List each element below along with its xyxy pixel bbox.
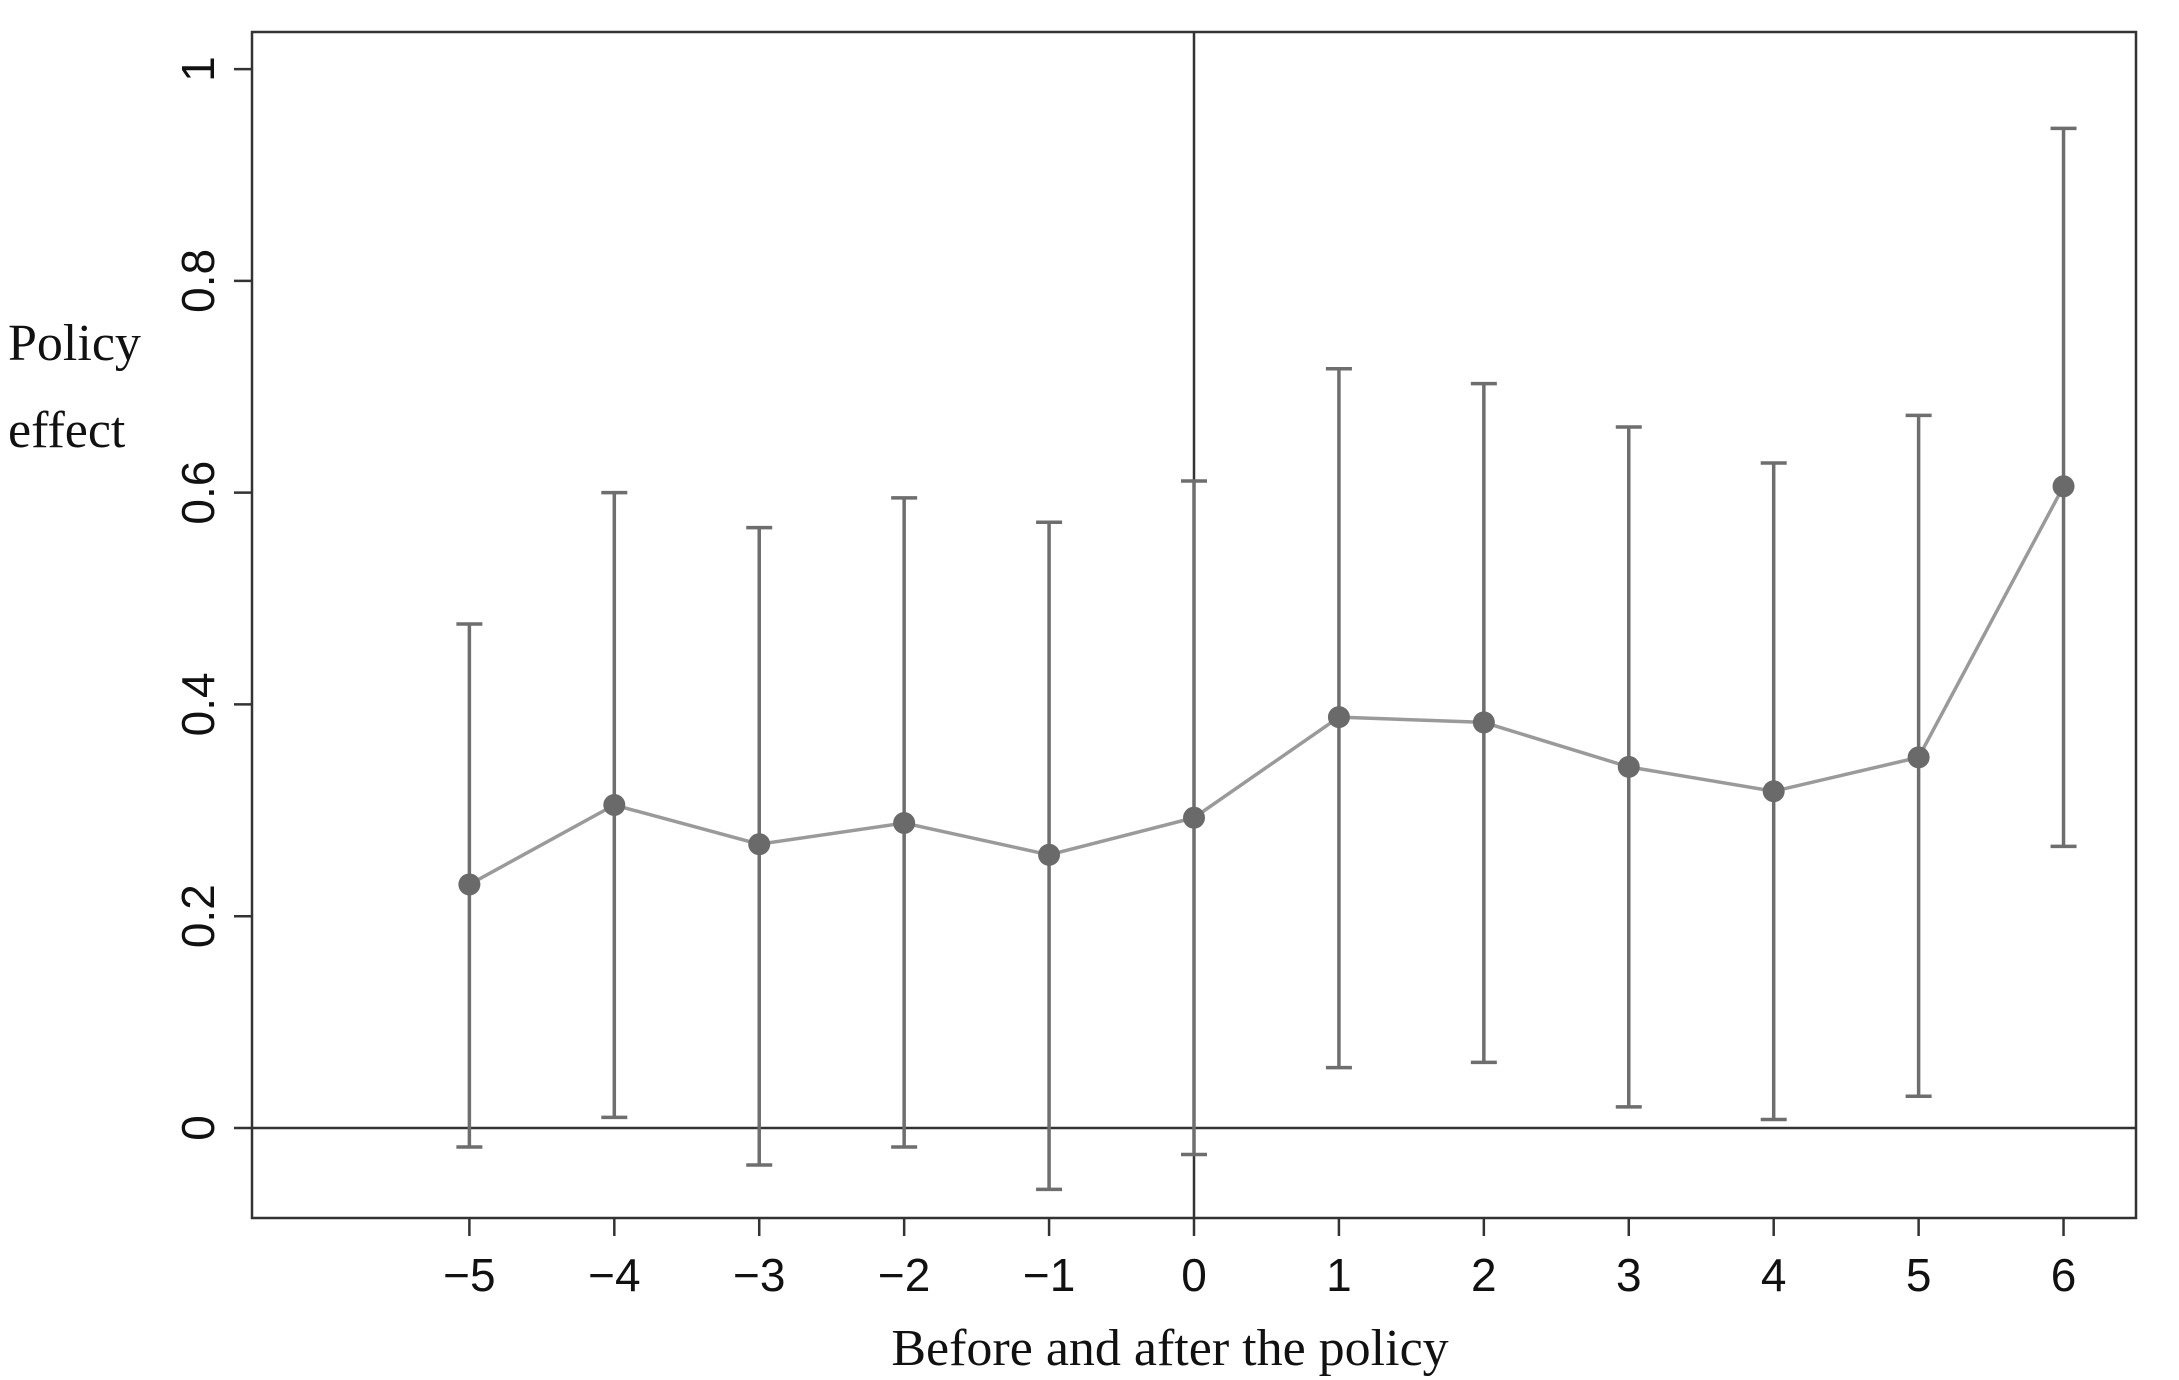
x-tick-label: −3 [733,1249,785,1301]
y-axis-title-line-1: Policy [8,315,141,372]
data-point [1327,706,1350,729]
data-point [2052,475,2075,498]
y-axis-ticks: 0 0.2 0.4 0.6 0.8 1 [172,56,252,1141]
data-point [893,812,916,835]
data-points [458,475,2075,896]
y-tick-label: 0.4 [172,672,224,736]
x-tick-label: 2 [1471,1249,1497,1301]
x-tick-label: 3 [1616,1249,1642,1301]
data-point [1762,780,1785,803]
data-point [458,873,481,896]
x-tick-label: −2 [878,1249,930,1301]
y-tick-label: 1 [172,56,224,82]
y-tick-label: 0.6 [172,461,224,525]
y-tick-label: 0 [172,1115,224,1141]
series-line [468,485,2066,886]
x-axis-title: Before and after the policy [891,1320,1448,1377]
x-tick-label: 0 [1181,1249,1207,1301]
x-tick-label: 5 [1906,1249,1932,1301]
x-tick-label: 4 [1761,1249,1787,1301]
data-point [1617,755,1640,778]
data-point [1038,843,1061,866]
data-point [603,794,626,817]
y-tick-label: 0.2 [172,884,224,948]
data-point [1907,746,1930,769]
data-point [748,833,771,856]
x-tick-label: −5 [443,1249,495,1301]
series-polyline [468,485,2066,886]
error-bars [456,126,2077,1192]
data-point [1472,711,1495,734]
x-tick-label: −4 [588,1249,640,1301]
x-tick-label: 1 [1326,1249,1352,1301]
x-tick-label: −1 [1023,1249,1075,1301]
y-tick-label: 0.8 [172,249,224,313]
data-point [1183,806,1205,829]
x-axis-ticks: −5 −4 −3 −2 −1 0 1 2 3 4 5 6 [443,1218,2076,1301]
x-tick-label: 6 [2051,1249,2077,1301]
y-axis-title-line-2: effect [8,402,126,459]
